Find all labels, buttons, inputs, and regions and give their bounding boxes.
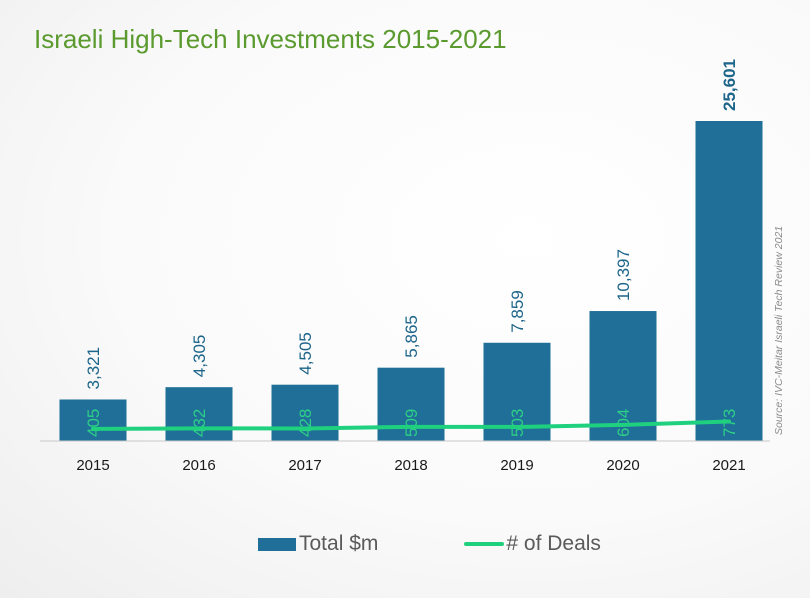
deals-value-label-2018: 509 xyxy=(402,409,421,437)
deals-value-label-2019: 503 xyxy=(508,409,527,437)
x-tick-label-2019: 2019 xyxy=(500,457,533,474)
x-tick-label-2020: 2020 xyxy=(606,457,639,474)
x-tick-label-2018: 2018 xyxy=(394,457,427,474)
legend: Total $m # of Deals xyxy=(258,532,601,556)
bar-value-label-2016: 4,305 xyxy=(190,335,209,378)
deals-value-label-2016: 432 xyxy=(190,409,209,437)
x-tick-label-2015: 2015 xyxy=(76,457,109,474)
bar-2021 xyxy=(696,121,763,441)
deals-value-label-2017: 428 xyxy=(296,409,315,437)
source-note: Source: IVC-Meitar Israeli Tech Review 2… xyxy=(773,226,785,435)
bar-value-label-2015: 3,321 xyxy=(84,347,103,390)
bar-value-label-2021: 25,601 xyxy=(720,59,739,111)
legend-bar-swatch xyxy=(258,538,296,551)
legend-total-label: Total $m xyxy=(299,532,378,556)
deals-value-label-2015: 405 xyxy=(84,409,103,437)
x-tick-label-2017: 2017 xyxy=(288,457,321,474)
bar-value-label-2019: 7,859 xyxy=(508,290,527,333)
bars-group xyxy=(60,121,763,441)
legend-deals-label: # of Deals xyxy=(506,532,601,556)
bar-value-label-2018: 5,865 xyxy=(402,315,421,358)
x-tick-label-2021: 2021 xyxy=(712,457,745,474)
legend-item-deals: # of Deals xyxy=(464,532,601,556)
legend-line-swatch xyxy=(464,542,504,546)
x-tick-labels-group: 2015 2016 2017 2018 2019 2020 2021 xyxy=(76,457,745,474)
bar-value-label-2017: 4,505 xyxy=(296,332,315,375)
x-tick-label-2016: 2016 xyxy=(182,457,215,474)
bar-value-label-2020: 10,397 xyxy=(614,249,633,301)
legend-item-total: Total $m xyxy=(258,532,378,556)
